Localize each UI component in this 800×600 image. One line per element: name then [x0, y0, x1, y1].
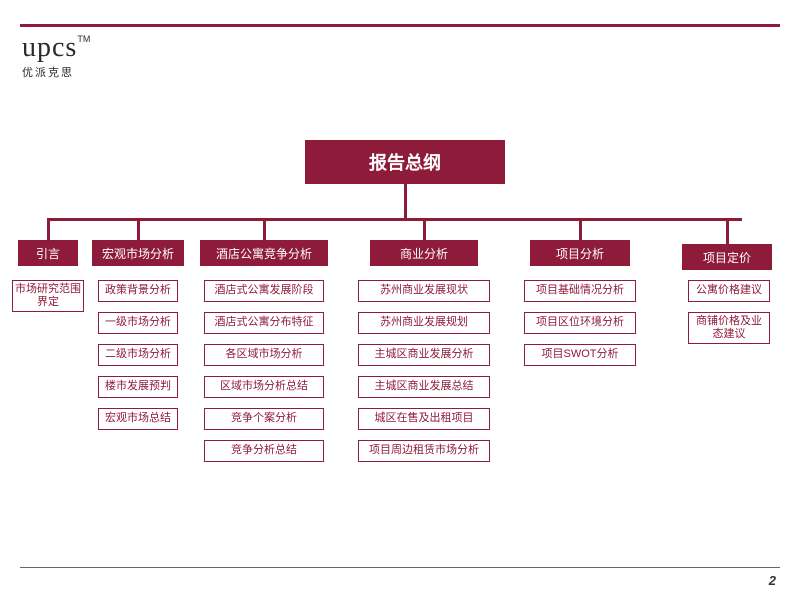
bottom-rule	[20, 567, 780, 568]
leaf-node: 竞争个案分析	[204, 408, 324, 430]
leaf-node: 公寓价格建议	[688, 280, 770, 302]
leaf-node: 楼市发展预判	[98, 376, 178, 398]
branch-node: 商业分析	[370, 240, 478, 266]
logo: upcsTM 优派克思	[22, 34, 90, 80]
leaf-node: 项目基础情况分析	[524, 280, 636, 302]
top-rule	[20, 24, 780, 27]
branch-node: 引言	[18, 240, 78, 266]
connector-branch-drop	[726, 218, 729, 244]
leaf-node: 一级市场分析	[98, 312, 178, 334]
leaf-node: 项目周边租赁市场分析	[358, 440, 490, 462]
connector-branch-drop	[47, 218, 50, 240]
branch-node: 宏观市场分析	[92, 240, 184, 266]
leaf-node: 区域市场分析总结	[204, 376, 324, 398]
leaf-node: 城区在售及出租项目	[358, 408, 490, 430]
leaf-node: 主城区商业发展分析	[358, 344, 490, 366]
leaf-node: 苏州商业发展现状	[358, 280, 490, 302]
branch-node: 酒店公寓竞争分析	[200, 240, 328, 266]
logo-main: upcs	[22, 32, 77, 63]
logo-subtitle: 优派克思	[22, 64, 90, 80]
page-number: 2	[769, 573, 776, 588]
connector-branch-drop	[579, 218, 582, 240]
root-node: 报告总纲	[305, 140, 505, 184]
leaf-node: 商铺价格及业态建议	[688, 312, 770, 344]
connector-branch-drop	[423, 218, 426, 240]
leaf-node: 项目SWOT分析	[524, 344, 636, 366]
leaf-node: 各区域市场分析	[204, 344, 324, 366]
branch-node: 项目分析	[530, 240, 630, 266]
leaf-node: 宏观市场总结	[98, 408, 178, 430]
leaf-node: 二级市场分析	[98, 344, 178, 366]
connector-branch-drop	[263, 218, 266, 240]
connector-trunk	[404, 184, 407, 218]
connector-branch-drop	[137, 218, 140, 240]
leaf-node: 苏州商业发展规划	[358, 312, 490, 334]
logo-tm: TM	[77, 34, 90, 44]
leaf-node: 主城区商业发展总结	[358, 376, 490, 398]
leaf-node: 竞争分析总结	[204, 440, 324, 462]
leaf-node: 政策背景分析	[98, 280, 178, 302]
leaf-node: 项目区位环境分析	[524, 312, 636, 334]
leaf-node: 市场研究范围界定	[12, 280, 84, 312]
branch-node: 项目定价	[682, 244, 772, 270]
connector-hbar	[48, 218, 742, 221]
leaf-node: 酒店式公寓分布特征	[204, 312, 324, 334]
leaf-node: 酒店式公寓发展阶段	[204, 280, 324, 302]
